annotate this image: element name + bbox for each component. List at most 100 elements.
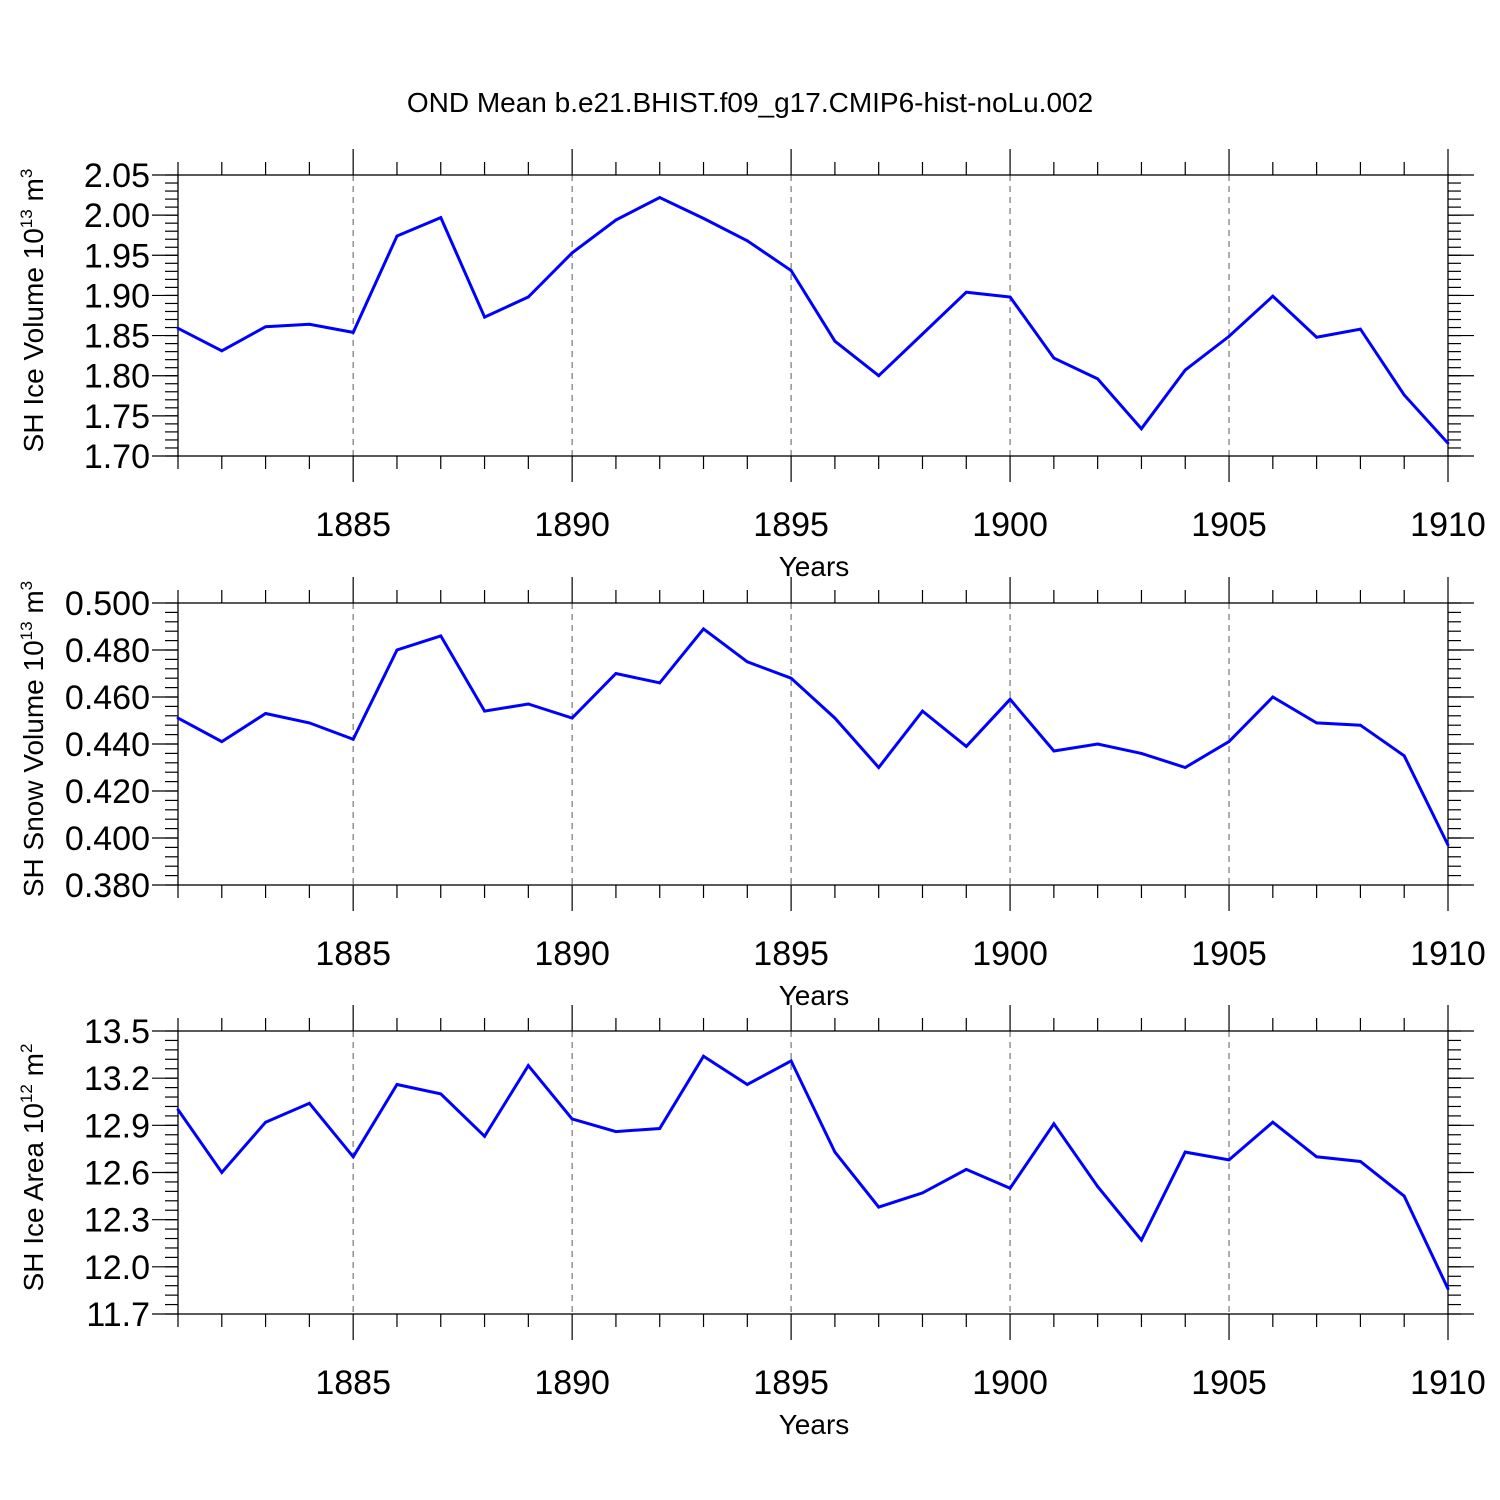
- data-point: [1052, 749, 1056, 753]
- data-point: [1183, 1150, 1187, 1154]
- panel-3: 11.7 12.0 12.3 12.6 12.9 13.2 13.5 1885 1890 1895…: [17, 1005, 1486, 1440]
- data-point: [702, 1054, 705, 1058]
- data-point: [439, 1092, 443, 1096]
- data-point: [1096, 742, 1100, 746]
- y-tick-label: 13.2: [84, 1060, 150, 1098]
- data-point: [877, 1205, 881, 1209]
- data-point: [1008, 697, 1012, 701]
- y-tick-label: 12.6: [84, 1155, 150, 1193]
- x-tick-label: 1900: [972, 1364, 1048, 1402]
- data-point: [526, 295, 530, 299]
- data-point: [395, 648, 399, 652]
- data-point: [526, 702, 530, 706]
- x-axis-title: Years: [779, 1409, 850, 1440]
- y-axis-title-unit: m: [18, 178, 49, 209]
- y-tick-label: 0.440: [65, 726, 150, 764]
- x-tick-label: 1905: [1191, 1364, 1267, 1402]
- y-tick-label: 0.400: [65, 820, 150, 858]
- data-point: [351, 330, 355, 334]
- data-point: [877, 374, 881, 378]
- data-point: [745, 660, 749, 664]
- y-tick-label: 0.420: [65, 773, 150, 811]
- y-axis-title-unit-exponent: 2: [17, 1044, 36, 1053]
- data-point: [176, 1108, 180, 1112]
- data-point: [439, 216, 443, 219]
- data-point: [1271, 294, 1275, 298]
- data-point: [1183, 766, 1187, 769]
- x-tick-label: 1890: [534, 506, 610, 544]
- y-axis-title-text: SH Ice Volume 10: [18, 228, 49, 452]
- series-line: [176, 1054, 1450, 1290]
- data-point: [526, 1064, 530, 1067]
- y-axis-title: SH Ice Volume 1013 m3: [17, 169, 49, 453]
- data-point: [1008, 295, 1012, 299]
- data-point: [1183, 368, 1187, 372]
- x-tick-label: 1910: [1410, 935, 1486, 973]
- data-point: [307, 1101, 311, 1105]
- data-point: [1315, 1155, 1319, 1159]
- x-tick-label: 1895: [753, 935, 829, 973]
- data-point: [176, 326, 180, 330]
- data-point: [1315, 335, 1319, 339]
- y-tick-label: 1.85: [84, 318, 150, 356]
- data-point: [833, 1150, 837, 1154]
- data-point: [964, 1167, 968, 1171]
- y-axis-title-exponent: 13: [17, 621, 36, 640]
- y-axis-title-exponent: 13: [17, 209, 36, 228]
- data-point: [570, 716, 574, 720]
- data-point: [614, 1130, 618, 1134]
- plot-frame: [177, 1030, 1449, 1315]
- data-point: [1446, 843, 1450, 847]
- data-point: [220, 740, 224, 744]
- data-point: [789, 676, 793, 680]
- data-point: [877, 766, 881, 769]
- x-tick-label: 1895: [753, 506, 829, 544]
- y-axis-title-text: SH Snow Volume 10: [18, 640, 49, 897]
- x-axis-title: Years: [779, 980, 850, 1011]
- x-tick-label: 1885: [315, 506, 391, 544]
- panel-2: 0.380 0.400 0.420 0.440 0.460 0.480 0.500 1885 1…: [17, 577, 1486, 1011]
- data-point: [307, 721, 311, 725]
- data-point: [1359, 327, 1362, 331]
- data-point: [702, 216, 705, 220]
- data-point: [833, 716, 837, 720]
- y-tick-label: 12.0: [84, 1249, 150, 1287]
- data-point: [176, 716, 180, 720]
- y-tick-label: 0.500: [65, 585, 150, 623]
- data-point: [1140, 427, 1143, 431]
- x-tick-label: 1885: [315, 1364, 391, 1402]
- data-point: [264, 1120, 267, 1124]
- y-tick-label: 2.05: [84, 157, 150, 195]
- data-point: [1271, 695, 1275, 699]
- x-tick-label: 1890: [534, 1364, 610, 1402]
- data-point: [1052, 1122, 1056, 1126]
- data-point: [483, 1134, 486, 1138]
- data-point: [1140, 1238, 1143, 1242]
- data-point: [1008, 1186, 1012, 1190]
- y-axis-title-unit: m: [18, 1053, 49, 1084]
- data-point: [658, 196, 662, 199]
- data-point: [745, 239, 749, 243]
- data-point: [395, 1083, 399, 1086]
- data-point: [921, 709, 924, 713]
- data-point: [264, 712, 267, 715]
- data-point: [1402, 393, 1406, 397]
- y-tick-label: 1.75: [84, 398, 150, 436]
- data-point: [745, 1083, 749, 1086]
- y-tick-label: 1.90: [84, 277, 150, 315]
- y-tick-label: 2.00: [84, 197, 150, 235]
- data-point: [1140, 752, 1143, 755]
- plot-frame: [177, 174, 1449, 457]
- data-point: [1446, 1287, 1450, 1291]
- data-point: [570, 251, 574, 255]
- data-point: [395, 234, 399, 238]
- data-point: [658, 681, 662, 685]
- data-point: [483, 709, 486, 713]
- y-axis-title-text: SH Ice Area 10: [18, 1103, 49, 1291]
- series-line: [177, 626, 1450, 846]
- y-axis-title-unit: m: [18, 590, 49, 621]
- y-axis-title-unit-exponent: 3: [17, 581, 36, 590]
- y-axis-title: SH Snow Volume 1013 m3: [17, 581, 49, 897]
- x-tick-label: 1890: [534, 935, 610, 973]
